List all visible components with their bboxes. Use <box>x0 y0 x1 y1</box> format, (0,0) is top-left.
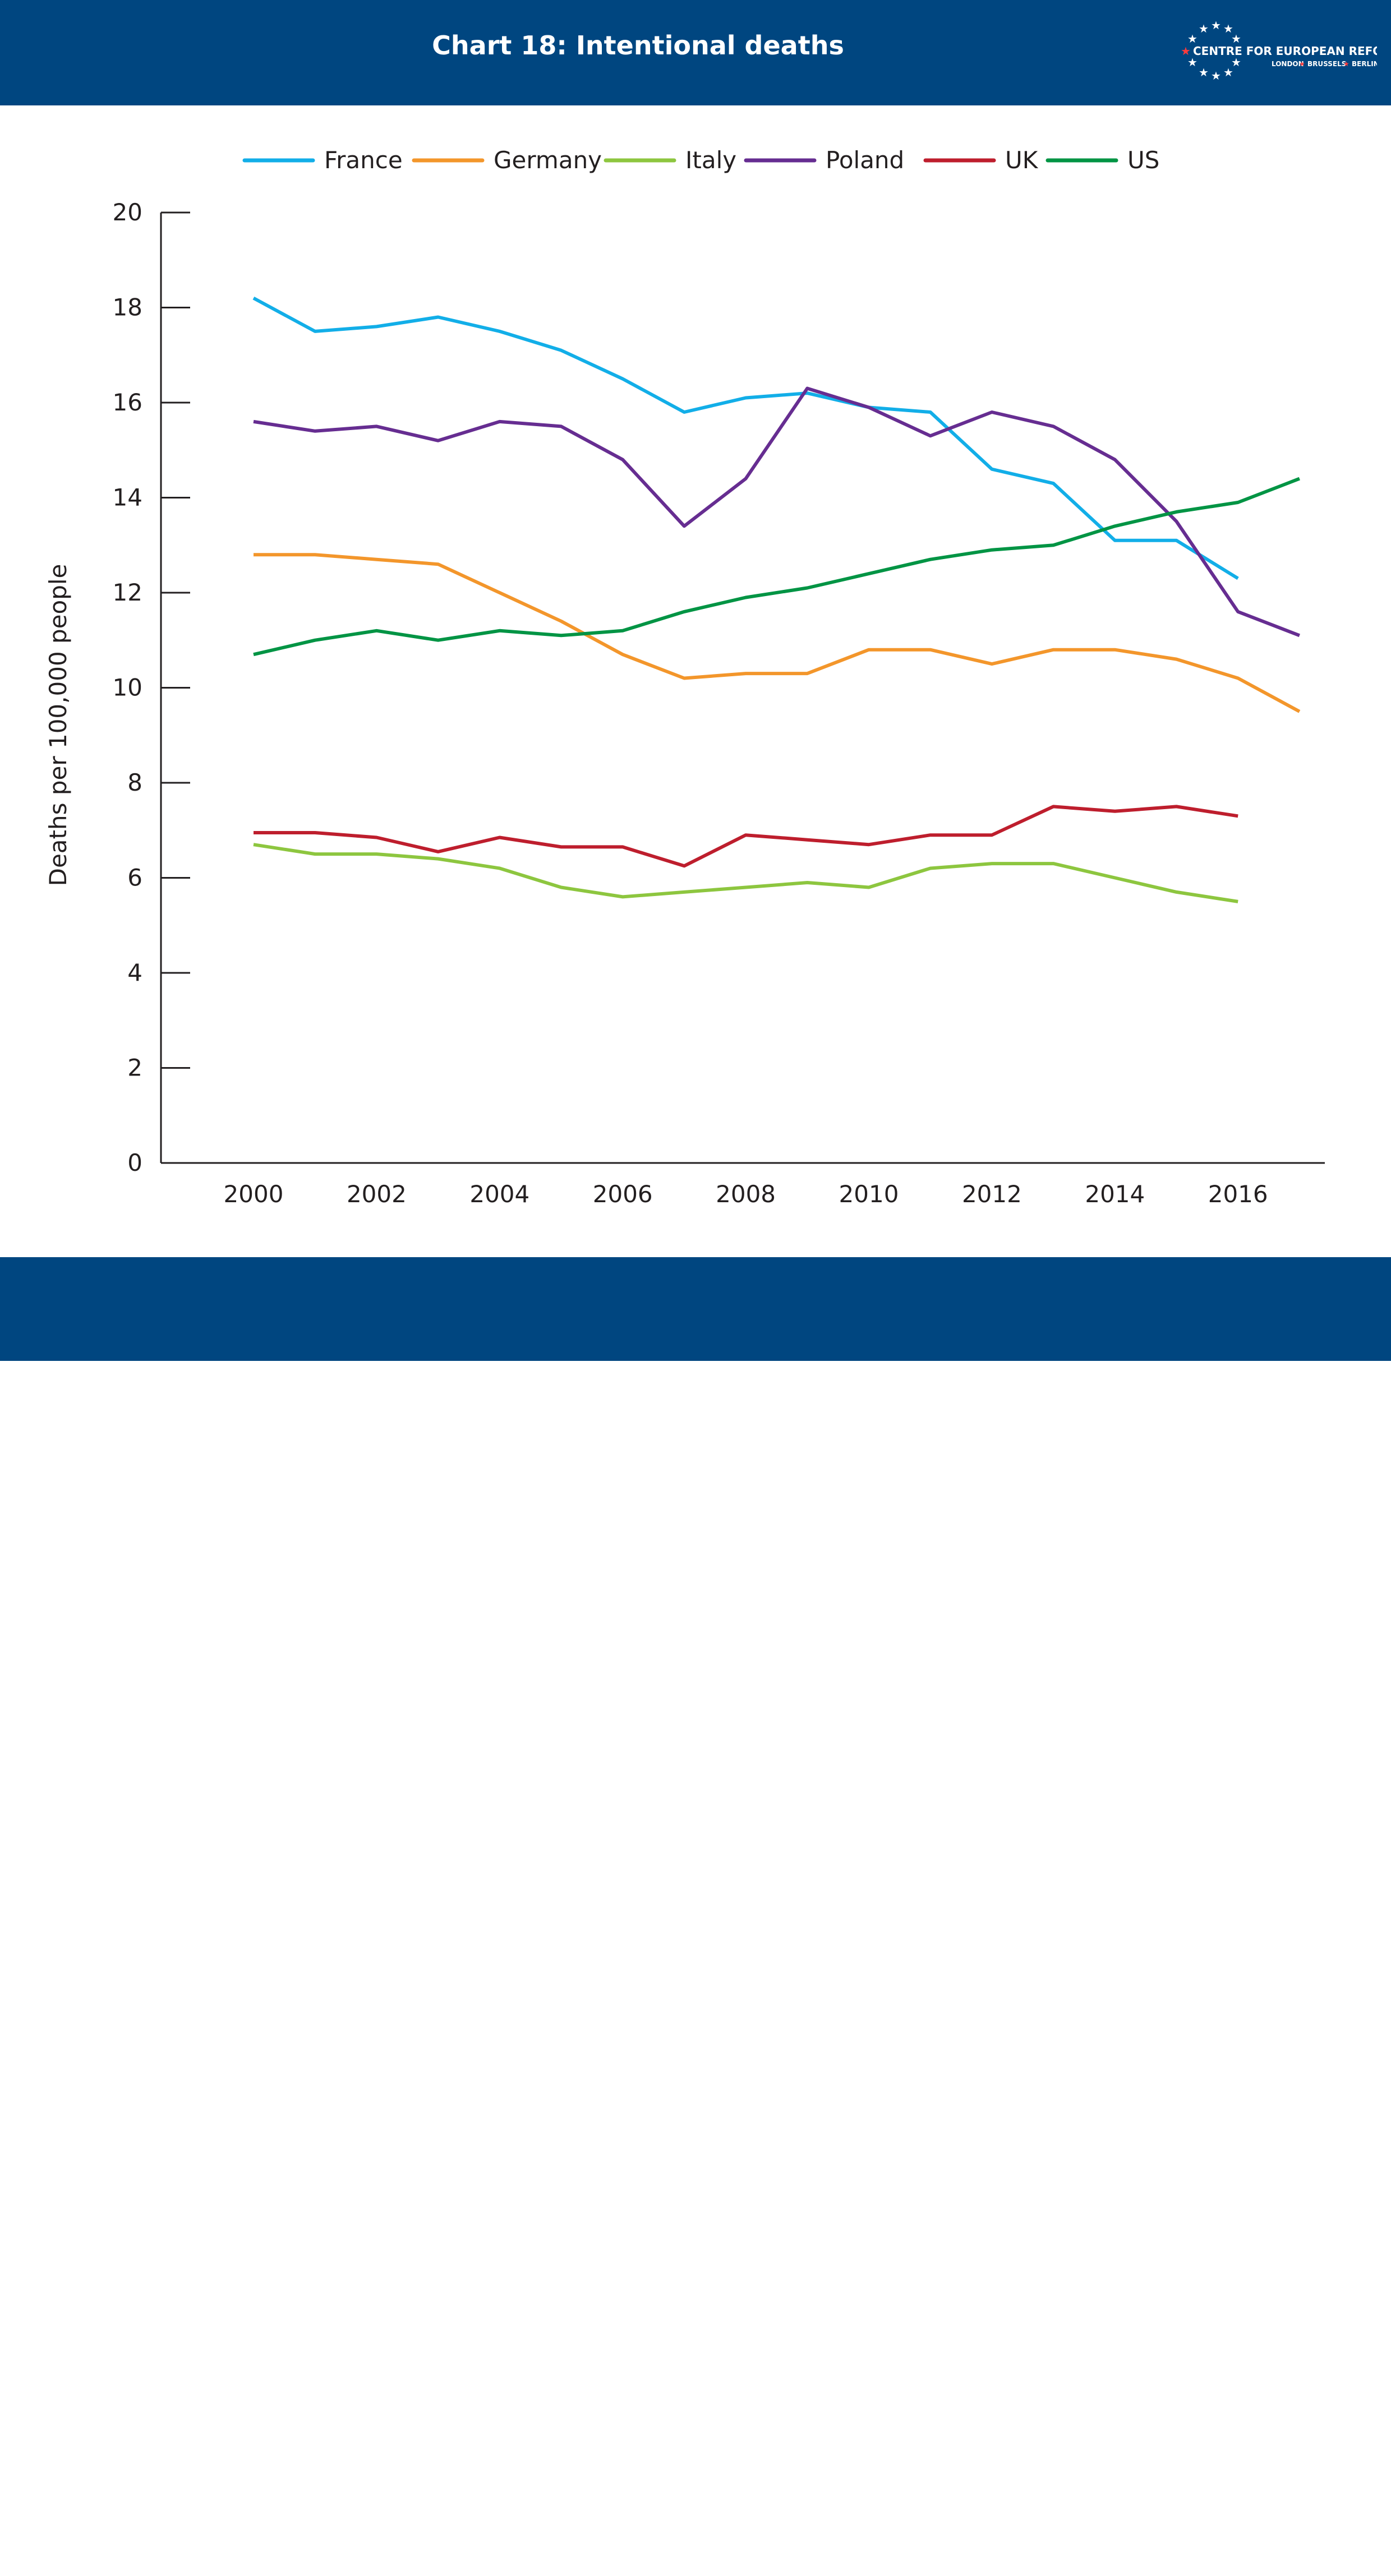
svg-text:★: ★ <box>1187 32 1197 45</box>
y-tick-label: 18 <box>113 294 142 321</box>
series-line-us <box>253 477 1300 657</box>
series-line-france <box>252 296 1239 580</box>
x-tick-label: 2000 <box>224 1180 284 1208</box>
svg-text:★: ★ <box>1199 22 1209 35</box>
y-tick-label: 12 <box>113 579 142 606</box>
series-line-italy <box>253 843 1238 903</box>
series-line-uk <box>254 805 1238 868</box>
svg-text:★: ★ <box>1211 21 1221 32</box>
legend-label-france: France <box>324 146 403 174</box>
cer-logo: ★★★ ★★ ★★ ★★★ ★ CENTRE FOR EUROPEAN REFO… <box>1181 21 1377 82</box>
y-tick-label: 8 <box>127 769 142 796</box>
svg-text:★: ★ <box>1343 60 1349 68</box>
svg-text:★: ★ <box>1199 66 1209 79</box>
axes: 0 2 4 6 8 10 12 14 16 18 20 2000 2002 2004 2006 2008 201… <box>113 198 1325 1208</box>
x-tick-label: 2008 <box>716 1180 776 1208</box>
legend-label-us: US <box>1127 146 1159 174</box>
footer-band: Source: OECD. <box>0 1257 1391 2576</box>
header-band: Chart 18: Intentional deaths ★ ★ ★ ★ ★ ★ ★ ★… <box>0 0 1391 105</box>
legend-label-uk: UK <box>1005 146 1039 174</box>
svg-text:★: ★ <box>1223 66 1233 79</box>
x-tick-label: 2006 <box>593 1180 653 1208</box>
series-lines <box>252 296 1301 903</box>
svg-text:★: ★ <box>1231 56 1241 69</box>
x-tick-label: 2004 <box>469 1180 529 1208</box>
legend: France Germany Italy Poland UK US <box>242 146 1159 174</box>
x-tick-label: 2010 <box>839 1180 899 1208</box>
logo-city-3: BERLIN <box>1352 60 1377 68</box>
y-tick-label: 14 <box>113 484 142 511</box>
logo-name: CENTRE FOR EUROPEAN REFORM <box>1193 44 1377 58</box>
svg-text:★: ★ <box>1299 60 1305 68</box>
y-tick-label: 0 <box>127 1149 142 1176</box>
y-tick-label: 2 <box>127 1054 142 1082</box>
legend-label-italy: Italy <box>685 146 736 174</box>
y-tick-label: 4 <box>127 959 142 986</box>
series-line-poland <box>253 386 1300 638</box>
x-tick-label: 2012 <box>962 1180 1022 1208</box>
star-circle-icon: ★ ★ ★ ★ ★ ★ ★ ★ ★ ★ ★ <box>1181 21 1241 82</box>
y-axis-label: Deaths per 100,000 people <box>44 564 72 887</box>
x-tick-label: 2002 <box>347 1180 407 1208</box>
legend-label-germany: Germany <box>494 146 602 174</box>
svg-text:★: ★ <box>1211 69 1221 82</box>
svg-text:★: ★ <box>1223 22 1233 35</box>
chart-title: Chart 18: Intentional deaths <box>432 30 844 61</box>
x-tick-label: 2016 <box>1208 1180 1268 1208</box>
y-tick-label: 16 <box>113 389 142 416</box>
y-tick-label: 6 <box>127 864 142 892</box>
svg-text:★: ★ <box>1181 44 1191 58</box>
svg-text:★: ★ <box>1231 32 1241 45</box>
y-tick-label: 10 <box>113 674 142 701</box>
series-line-germany <box>254 553 1301 713</box>
line-chart: France Germany Italy Poland UK US Deaths per … <box>44 146 1325 1208</box>
logo-city-1: LONDON <box>1272 60 1304 68</box>
source-note: Source: OECD. <box>43 2546 232 2576</box>
legend-label-poland: Poland <box>826 146 904 174</box>
y-tick-label: 20 <box>113 198 142 226</box>
svg-text:★: ★ <box>1187 56 1197 69</box>
x-tick-label: 2014 <box>1085 1180 1145 1208</box>
logo-city-2: BRUSSELS <box>1307 60 1346 68</box>
